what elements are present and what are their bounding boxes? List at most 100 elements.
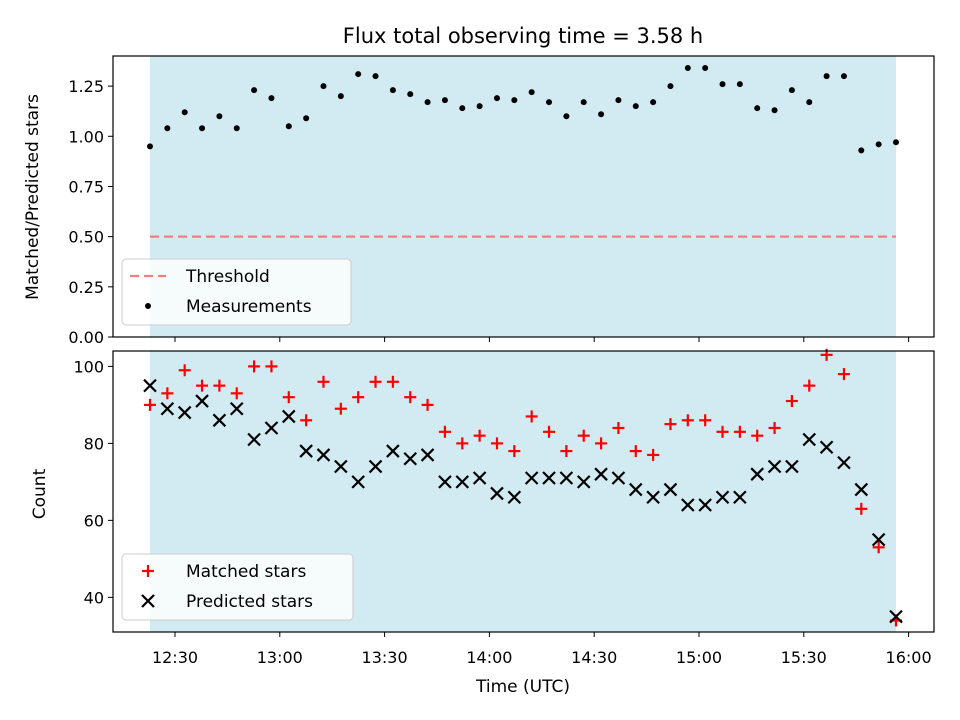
legend-label: Matched stars bbox=[186, 562, 306, 582]
predicted-star-point bbox=[420, 448, 435, 462]
bottom-legend: Matched stars Predicted stars bbox=[121, 553, 354, 621]
measurement-point bbox=[598, 111, 605, 118]
matched-star-point bbox=[664, 418, 677, 431]
matched-star-point bbox=[161, 387, 174, 400]
y-tick-label: 0.00 bbox=[68, 328, 104, 347]
matched-star-point bbox=[837, 368, 850, 381]
measurement-point bbox=[719, 81, 726, 88]
predicted-star-point bbox=[628, 482, 643, 497]
predicted-star-point bbox=[490, 486, 504, 501]
measurement-point bbox=[840, 73, 847, 80]
predicted-star-point bbox=[212, 413, 227, 428]
measurement-point bbox=[806, 99, 813, 106]
count-points bbox=[143, 348, 903, 627]
matched-star-point bbox=[248, 360, 261, 373]
predicted-star-point bbox=[750, 467, 764, 481]
top-legend: Threshold Measurements bbox=[121, 258, 352, 326]
measurement-point bbox=[459, 105, 466, 112]
matched-star-point bbox=[334, 402, 347, 415]
count-chart: 40 60 80 100 12:30 13:00 13:30 14:00 14:30 15:00… bbox=[30, 348, 935, 697]
chart-title: Flux total observing time = 3.58 h bbox=[343, 24, 703, 48]
predicted-star-point bbox=[247, 432, 261, 447]
predicted-star-point bbox=[438, 475, 452, 489]
y-tick-label: 80 bbox=[84, 434, 104, 453]
matched-star-point bbox=[716, 425, 729, 438]
matched-star-point bbox=[473, 429, 486, 442]
matched-star-point bbox=[300, 414, 313, 427]
matched-star-point bbox=[768, 421, 781, 434]
legend-box bbox=[121, 553, 354, 621]
measurement-point bbox=[268, 95, 275, 102]
predicted-star-point bbox=[264, 421, 279, 435]
predicted-star-point bbox=[802, 432, 817, 447]
measurement-point bbox=[424, 99, 431, 106]
predicted-star-point bbox=[143, 378, 157, 393]
measurement-point bbox=[875, 141, 882, 148]
matched-star-point bbox=[855, 502, 868, 515]
predicted-star-point bbox=[542, 471, 556, 485]
predicted-star-point bbox=[368, 459, 383, 474]
predicted-star-point bbox=[611, 471, 626, 485]
measurement-point bbox=[650, 99, 657, 106]
matched-star-point bbox=[733, 425, 746, 438]
matched-star-point bbox=[265, 360, 278, 373]
matched-star-point bbox=[144, 398, 156, 411]
predicted-star-point bbox=[785, 459, 799, 474]
predicted-star-point bbox=[646, 490, 660, 505]
bottom-y-axis-label: Count bbox=[30, 468, 50, 519]
matched-star-point bbox=[647, 448, 660, 461]
top-x-ticks bbox=[174, 337, 910, 342]
legend-label: Threshold bbox=[185, 267, 270, 287]
predicted-star-point bbox=[195, 394, 209, 408]
matched-star-point bbox=[404, 391, 417, 404]
predicted-star-point bbox=[403, 452, 418, 466]
measurement-point bbox=[546, 99, 553, 106]
bottom-y-ticks: 40 60 80 100 bbox=[73, 357, 113, 607]
measurement-point bbox=[181, 109, 188, 116]
predicted-star-point bbox=[767, 459, 782, 474]
matched-star-point bbox=[230, 387, 243, 400]
y-tick-label: 0.25 bbox=[68, 278, 104, 297]
x-tick-label: 13:00 bbox=[257, 648, 303, 667]
predicted-star-point bbox=[299, 444, 313, 458]
measurement-point bbox=[493, 95, 500, 102]
ratio-chart: Flux total observing time = 3.58 h 0.00 0… bbox=[23, 24, 935, 347]
measurement-point bbox=[771, 107, 778, 114]
matched-star-point bbox=[508, 445, 521, 458]
y-tick-label: 0.50 bbox=[68, 228, 104, 247]
y-tick-label: 1.00 bbox=[68, 127, 104, 146]
matched-star-point bbox=[525, 410, 538, 423]
measurement-point bbox=[441, 97, 448, 104]
matched-star-point bbox=[751, 429, 764, 442]
matched-star-point bbox=[178, 364, 191, 377]
measurement-point bbox=[511, 97, 518, 104]
predicted-star-point bbox=[455, 475, 470, 489]
predicted-star-point bbox=[386, 444, 400, 458]
measurement-point bbox=[147, 143, 153, 150]
measurement-point bbox=[389, 87, 396, 94]
measurement-point bbox=[303, 115, 310, 122]
measurement-point bbox=[476, 103, 483, 110]
matched-star-point bbox=[803, 379, 816, 392]
y-tick-label: 0.75 bbox=[68, 177, 104, 196]
measurement-point bbox=[702, 65, 709, 72]
matched-star-point bbox=[681, 414, 694, 427]
predicted-star-point bbox=[819, 440, 834, 455]
predicted-star-point bbox=[472, 471, 487, 485]
matched-star-point bbox=[560, 445, 573, 458]
y-tick-label: 100 bbox=[73, 357, 104, 376]
measurement-point bbox=[285, 123, 292, 130]
predicted-star-point bbox=[576, 475, 591, 489]
x-tick-label: 15:00 bbox=[676, 648, 722, 667]
matched-star-point bbox=[785, 395, 798, 408]
predicted-star-point bbox=[351, 475, 365, 489]
x-tick-label: 13:30 bbox=[362, 648, 408, 667]
measurement-point bbox=[216, 113, 223, 120]
measurement-point bbox=[199, 125, 206, 132]
matched-star-point bbox=[438, 425, 451, 438]
measurement-point bbox=[372, 73, 379, 80]
y-tick-label: 60 bbox=[84, 511, 104, 530]
measurement-point bbox=[528, 89, 535, 96]
measurement-point bbox=[632, 103, 639, 110]
y-tick-label: 1.25 bbox=[68, 77, 104, 96]
